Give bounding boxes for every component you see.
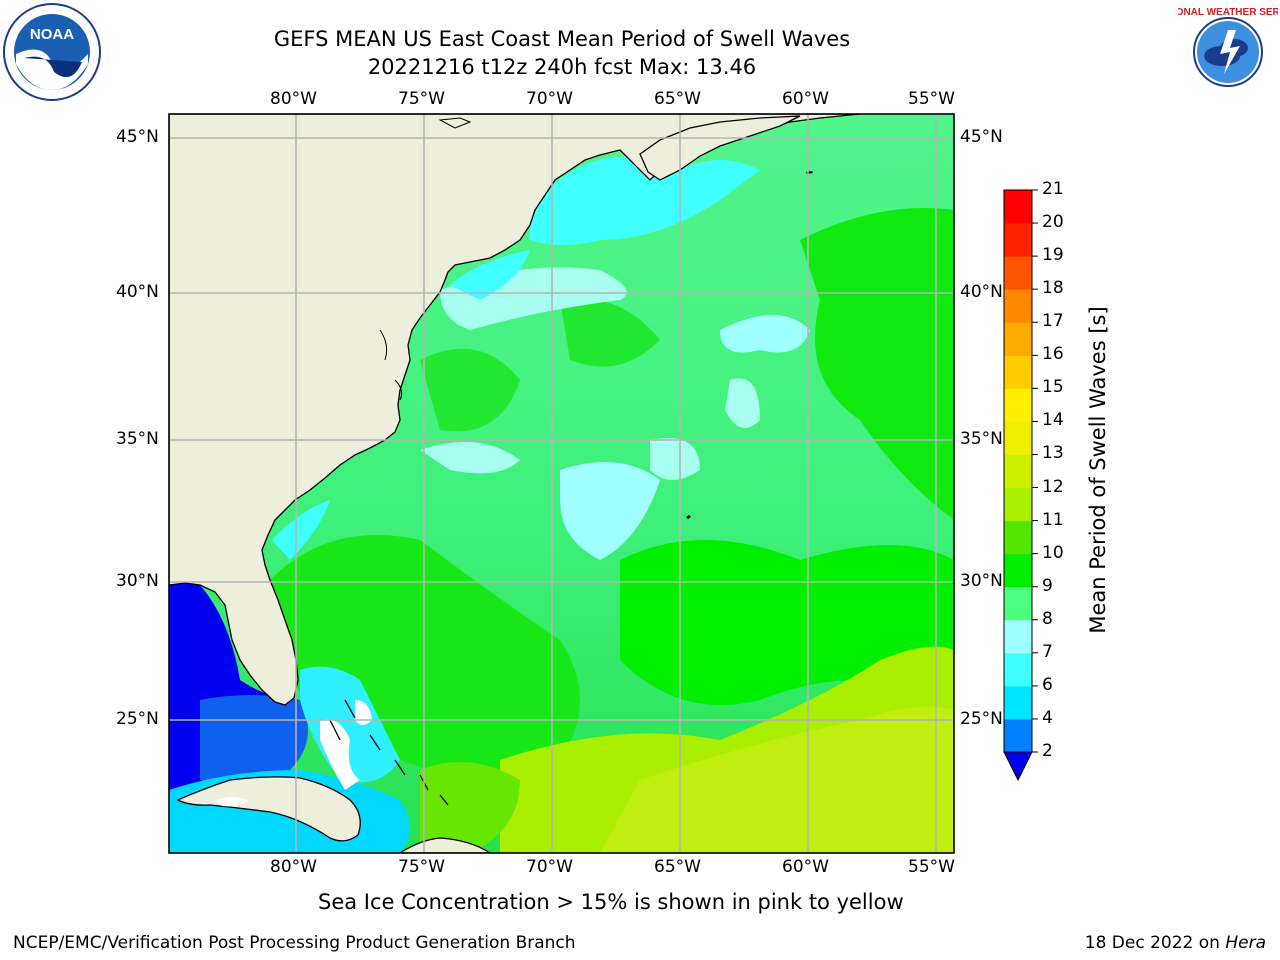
- lat-label-left: 45°N: [116, 127, 159, 147]
- sea-ice-note: Sea Ice Concentration > 15% is shown in …: [318, 890, 904, 914]
- lon-label-bottom: 60°W: [782, 857, 829, 877]
- swell-zone-9s: [650, 438, 700, 480]
- bahamas-banks: [320, 719, 360, 790]
- lat-label-left: 35°N: [116, 429, 159, 449]
- colorbar-tick-label: 20: [1042, 212, 1064, 233]
- colorbar-segment: [1004, 685, 1032, 720]
- colorbar-segment: [1004, 190, 1032, 224]
- cuba-bank: [216, 797, 248, 807]
- colorbar-tick-label: 19: [1042, 245, 1064, 266]
- swell-zone-11s: [800, 208, 954, 520]
- colorbar-title: Mean Period of Swell Waves [s]: [1086, 306, 1110, 634]
- colorbar-tick-label: 15: [1042, 377, 1064, 398]
- swell-zone-9s: [420, 442, 520, 474]
- colorbar-tick-label: 8: [1042, 608, 1053, 629]
- colorbar-segment: [1004, 619, 1032, 654]
- lon-label-bottom: 75°W: [398, 857, 445, 877]
- cuba-land: [176, 776, 361, 842]
- colorbar-tick-label: 10: [1042, 542, 1064, 563]
- colorbar-segment: [1004, 718, 1032, 753]
- colorbar: [1003, 189, 1038, 782]
- colorbar-tick-label: 17: [1042, 311, 1064, 332]
- island-bermuda: [686, 515, 691, 519]
- colorbar-tick-label: 7: [1042, 641, 1053, 662]
- colorbar-segment: [1004, 289, 1032, 323]
- swell-zone-9s: [725, 378, 760, 428]
- nws-logo-text: NATIONAL WEATHER SERVICE: [1178, 7, 1278, 18]
- lat-label-right: 25°N: [960, 709, 1003, 729]
- colorbar-segment: [1004, 388, 1032, 422]
- colorbar-segment: [1004, 652, 1032, 687]
- map-title: GEFS MEAN US East Coast Mean Period of S…: [273, 27, 851, 51]
- lat-label-right: 35°N: [960, 429, 1003, 449]
- hispaniola-land: [398, 837, 492, 853]
- bahamas-banks: [355, 700, 372, 725]
- nws-logo: NATIONAL WEATHER SERVICE: [1178, 4, 1278, 100]
- map-frame: [168, 113, 955, 854]
- lon-label-top: 60°W: [782, 89, 829, 109]
- lat-label-right: 40°N: [960, 282, 1003, 302]
- map-subtitle: 20221216 t12z 240h fcst Max: 13.46: [367, 55, 757, 79]
- colorbar-segment: [1004, 454, 1032, 489]
- colorbar-segment: [1004, 553, 1032, 588]
- colorbar-tick-label: 2: [1042, 741, 1053, 761]
- colorbar-tick-label: 14: [1042, 410, 1064, 431]
- colorbar-tick-label: 21: [1042, 179, 1064, 199]
- lon-label-top: 70°W: [526, 89, 573, 109]
- colorbar-tick-label: 6: [1042, 674, 1053, 695]
- colorbar-segment: [1004, 586, 1032, 621]
- swell-zone-9s: [720, 315, 810, 353]
- noaa-logo-text: NOAA: [30, 26, 74, 43]
- bahamas-swell-zone-7s: [300, 666, 400, 783]
- lon-label-bottom: 80°W: [270, 857, 317, 877]
- lon-label-top: 55°W: [908, 89, 955, 109]
- bahamas-islands: [329, 699, 449, 806]
- lon-label-top: 65°W: [654, 89, 701, 109]
- colorbar-extend-triangle: [1003, 751, 1033, 782]
- colorbar-tick-label: 16: [1042, 344, 1064, 365]
- swell-zone-9s: [560, 462, 660, 560]
- lon-label-top: 80°W: [270, 89, 317, 109]
- colorbar-frame: [1003, 189, 1033, 753]
- lon-label-bottom: 65°W: [654, 857, 701, 877]
- swell-zone-7s: [530, 156, 760, 245]
- north-america-land: [169, 114, 861, 706]
- colorbar-segment: [1004, 421, 1032, 455]
- colorbar-tick-label: 13: [1042, 443, 1064, 464]
- swell-zone-11s: [560, 298, 660, 367]
- credit-date: 18 Dec 2022 on Hera: [1084, 933, 1266, 953]
- lat-label-left: 30°N: [116, 571, 159, 591]
- colorbar-tick-label: 11: [1042, 509, 1064, 530]
- swell-zone-11s: [420, 762, 520, 853]
- lon-label-top: 75°W: [398, 89, 445, 109]
- graticule: [169, 114, 954, 853]
- colorbar-segment: [1004, 520, 1032, 555]
- colorbar-tick-label: 12: [1042, 476, 1064, 497]
- swell-zone-13s: [600, 706, 954, 853]
- colorbar-tick-label: 9: [1042, 575, 1053, 596]
- lat-label-left: 40°N: [116, 282, 159, 302]
- swell-zone-11s: [420, 348, 520, 432]
- swell-zone-7s: [272, 500, 330, 560]
- lon-label-bottom: 55°W: [908, 857, 955, 877]
- lat-label-right: 45°N: [960, 127, 1003, 147]
- colorbar-tick-label: 18: [1042, 278, 1064, 299]
- colorbar-segment: [1004, 355, 1032, 389]
- colorbar-segment: [1004, 322, 1032, 356]
- colorbar-segment: [1004, 223, 1032, 257]
- swell-zone-7s: [450, 250, 530, 300]
- colorbar-tick-label: 4: [1042, 707, 1053, 728]
- credit-branch: NCEP/EMC/Verification Post Processing Pr…: [13, 933, 576, 953]
- colorbar-segment: [1004, 487, 1032, 522]
- colorbar-segment: [1004, 256, 1032, 290]
- lat-label-right: 30°N: [960, 571, 1003, 591]
- gulf-swell-zone-4s: [200, 695, 308, 784]
- lon-label-bottom: 70°W: [526, 857, 573, 877]
- lat-label-left: 25°N: [116, 709, 159, 729]
- noaa-logo: NOAA: [3, 3, 101, 101]
